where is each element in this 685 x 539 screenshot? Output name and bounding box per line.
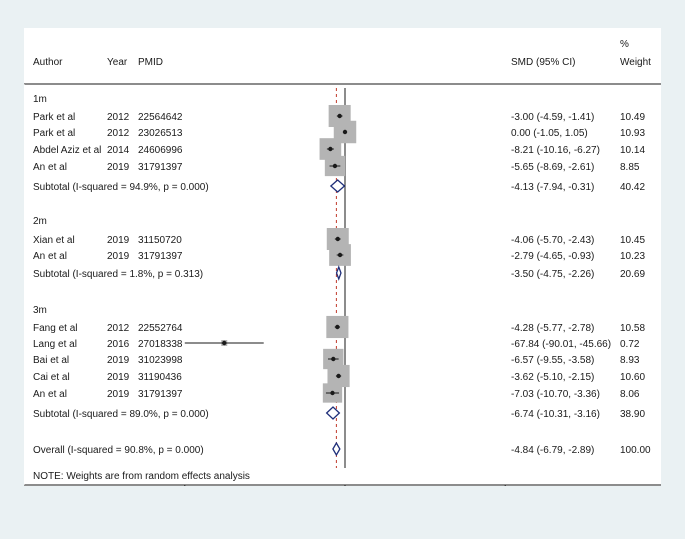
study-weight: 10.58 <box>620 323 645 334</box>
header-author: Author <box>33 57 63 68</box>
study-point-estimate <box>328 146 333 152</box>
study-smd-ci: -4.06 (-5.70, -2.43) <box>511 235 594 246</box>
study-pmid: 22552764 <box>138 323 183 334</box>
subtotal-weight: 20.69 <box>620 269 645 280</box>
study-weight: 10.93 <box>620 128 645 139</box>
header-weight: Weight <box>620 57 651 68</box>
study-author: Park et al <box>33 128 75 139</box>
study-author: Lang et al <box>33 339 77 350</box>
study-pmid: 31791397 <box>138 251 183 262</box>
study-weight: 10.60 <box>620 372 645 383</box>
study-pmid: 31791397 <box>138 389 183 400</box>
study-author: An et al <box>33 389 67 400</box>
study-pmid: 31150720 <box>138 235 182 246</box>
study-pmid: 31791397 <box>138 162 183 173</box>
study-weight: 10.45 <box>620 235 645 246</box>
study-point-estimate <box>222 340 227 346</box>
study-year: 2012 <box>107 323 130 334</box>
subtotal-weight: 38.90 <box>620 409 645 420</box>
study-pmid: 31023998 <box>138 355 183 366</box>
study-point-estimate <box>335 324 340 330</box>
study-year: 2019 <box>107 251 130 262</box>
study-point-estimate <box>337 113 342 119</box>
study-pmid: 31190436 <box>138 372 182 383</box>
study-weight: 0.72 <box>620 339 640 350</box>
study-author: An et al <box>33 251 67 262</box>
study-weight: 8.85 <box>620 162 640 173</box>
study-smd-ci: -7.03 (-10.70, -3.36) <box>511 389 600 400</box>
study-author: Fang et al <box>33 323 77 334</box>
subtotal-weight: 40.42 <box>620 182 645 193</box>
study-smd-ci: -2.79 (-4.65, -0.93) <box>511 251 594 262</box>
overall-smd-ci: -4.84 (-6.79, -2.89) <box>511 445 594 456</box>
study-pmid: 23026513 <box>138 128 183 139</box>
study-smd-ci: -6.57 (-9.55, -3.58) <box>511 355 594 366</box>
study-year: 2019 <box>107 372 130 383</box>
study-author: Bai et al <box>33 355 69 366</box>
study-year: 2019 <box>107 355 130 366</box>
study-point-estimate <box>335 236 340 242</box>
subtotal-diamond <box>329 179 346 193</box>
study-point-estimate <box>330 390 335 396</box>
study-point-estimate <box>337 252 343 258</box>
study-year: 2016 <box>107 339 130 350</box>
forest-plot-panel: % Author Year PMID SMD (95% CI) Weight 1m Park … <box>24 28 661 486</box>
study-pmid: 22564642 <box>138 112 183 123</box>
study-weight: 10.49 <box>620 112 645 123</box>
study-smd-ci: -8.21 (-10.16, -6.27) <box>511 145 600 156</box>
subtotal-label: Subtotal (I-squared = 89.0%, p = 0.000) <box>33 409 209 420</box>
study-smd-ci: -3.62 (-5.10, -2.15) <box>511 372 594 383</box>
subtotal-smd-ci: -6.74 (-10.31, -3.16) <box>511 409 600 420</box>
subtotal-label: Subtotal (I-squared = 94.9%, p = 0.000) <box>33 182 209 193</box>
forest-plot: % Author Year PMID SMD (95% CI) Weight 1m Park … <box>24 39 661 486</box>
group-label: 2m <box>33 216 47 227</box>
subtotal-smd-ci: -3.50 (-4.75, -2.26) <box>511 269 594 280</box>
study-weight: 10.23 <box>620 251 645 262</box>
study-smd-ci: -4.28 (-5.77, -2.78) <box>511 323 594 334</box>
group-label: 3m <box>33 305 47 316</box>
study-smd-ci: 0.00 (-1.05, 1.05) <box>511 128 588 139</box>
group-label: 1m <box>33 94 47 105</box>
overall-label: Overall (I-squared = 90.8%, p = 0.000) <box>33 445 204 456</box>
study-author: Abdel Aziz et al <box>33 145 101 156</box>
study-author: Xian et al <box>33 235 75 246</box>
overall-diamond <box>332 441 341 457</box>
study-point-estimate <box>342 129 348 135</box>
study-smd-ci: -67.84 (-90.01, -45.66) <box>511 339 611 350</box>
study-author: Park et al <box>33 112 75 123</box>
study-smd-ci: -3.00 (-4.59, -1.41) <box>511 112 594 123</box>
study-author: Cai et al <box>33 372 70 383</box>
subtotal-label: Subtotal (I-squared = 1.8%, p = 0.313) <box>33 269 203 280</box>
header-weight-percent: % <box>620 39 629 50</box>
subtotal-smd-ci: -4.13 (-7.94, -0.31) <box>511 182 594 193</box>
study-year: 2012 <box>107 112 130 123</box>
study-pmid: 27018338 <box>138 339 183 350</box>
study-author: An et al <box>33 162 67 173</box>
study-weight: 8.06 <box>620 389 640 400</box>
study-weight: 10.14 <box>620 145 645 156</box>
header-smd-ci: SMD (95% CI) <box>511 57 575 68</box>
weights-note: NOTE: Weights are from random effects an… <box>33 471 250 482</box>
study-year: 2019 <box>107 162 130 173</box>
study-year: 2019 <box>107 235 130 246</box>
study-point-estimate <box>332 163 338 169</box>
study-point-estimate <box>331 356 336 362</box>
study-year: 2012 <box>107 128 130 139</box>
study-pmid: 24606996 <box>138 145 183 156</box>
study-point-estimate <box>336 373 341 379</box>
subtotal-diamond <box>325 406 341 420</box>
study-smd-ci: -5.65 (-8.69, -2.61) <box>511 162 594 173</box>
header-pmid: PMID <box>138 57 163 68</box>
overall-weight: 100.00 <box>620 445 651 456</box>
study-year: 2019 <box>107 389 130 400</box>
subtotal-diamond <box>335 265 342 281</box>
header-year: Year <box>107 57 128 68</box>
study-year: 2014 <box>107 145 130 156</box>
study-weight: 8.93 <box>620 355 640 366</box>
